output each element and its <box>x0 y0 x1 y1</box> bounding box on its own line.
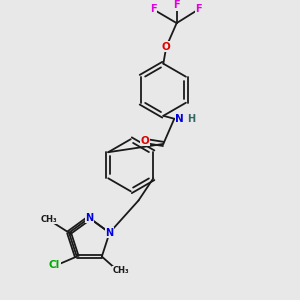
Text: F: F <box>150 4 156 14</box>
Text: H: H <box>187 114 195 124</box>
Text: F: F <box>173 0 180 10</box>
Text: O: O <box>141 136 149 146</box>
Text: O: O <box>162 42 171 52</box>
Text: F: F <box>196 4 202 14</box>
Text: N: N <box>85 213 93 223</box>
Text: N: N <box>175 114 184 124</box>
Text: CH₃: CH₃ <box>41 215 58 224</box>
Text: CH₃: CH₃ <box>112 266 129 275</box>
Text: Cl: Cl <box>49 260 60 270</box>
Text: N: N <box>106 228 114 238</box>
